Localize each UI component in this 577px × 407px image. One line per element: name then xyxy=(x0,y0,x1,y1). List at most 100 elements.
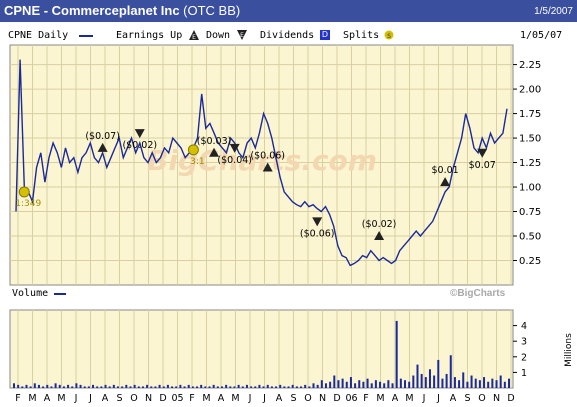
price-tick-label: 1.75 xyxy=(519,109,541,120)
title-date: 1/5/2007 xyxy=(534,6,573,17)
earnings-label: ($0.04) xyxy=(217,155,252,166)
volume-bar xyxy=(308,386,311,388)
x-tick-label: S xyxy=(290,393,296,404)
volume-y-axis: 1 2 3 4 xyxy=(513,321,527,379)
x-axis: F M A M J J A S O N D 05 F M A M J J A S O N D 06 F M A M J J A S O N D xyxy=(15,393,514,404)
price-tick-label: 1.00 xyxy=(519,183,541,194)
volume-bar xyxy=(50,386,53,388)
millions-label: Millions xyxy=(564,333,574,367)
earnings-down-marker xyxy=(312,217,323,227)
volume-bar xyxy=(362,381,365,388)
volume-bar xyxy=(233,386,236,388)
volume-bar xyxy=(216,386,219,388)
volume-bar xyxy=(62,386,65,388)
x-tick-label: O xyxy=(304,393,311,404)
volume-bar xyxy=(499,375,502,388)
x-tick-label: J xyxy=(436,393,440,404)
volume-line-swatch xyxy=(54,293,66,295)
price-plot-area xyxy=(9,44,514,286)
volume-bar xyxy=(391,383,394,388)
volume-bar xyxy=(333,375,336,388)
x-tick-label: J xyxy=(422,393,426,404)
x-tick-label: O xyxy=(130,393,137,404)
volume-bar xyxy=(462,372,465,388)
x-tick-label: D xyxy=(507,393,514,404)
volume-bar xyxy=(196,386,199,388)
volume-bar xyxy=(166,384,169,388)
volume-bar xyxy=(116,386,119,388)
earnings-up-marker xyxy=(374,231,385,241)
volume-bar xyxy=(279,384,282,388)
volume-bar xyxy=(133,384,136,388)
splits-icon: S xyxy=(384,30,394,40)
volume-bar xyxy=(54,383,57,388)
x-tick-label: F xyxy=(363,393,368,404)
volume-bar xyxy=(495,380,498,388)
x-tick-label: A xyxy=(450,393,457,404)
volume-bar xyxy=(191,386,194,388)
volume-bar xyxy=(262,386,265,388)
price-tick-label: 0.50 xyxy=(519,232,541,243)
volume-bar xyxy=(503,381,506,388)
ticker-name: CPNE - Commerceplanet Inc xyxy=(4,3,180,18)
earnings-up-marker xyxy=(209,147,220,157)
volume-bar xyxy=(129,386,132,388)
volume-bar xyxy=(366,378,369,388)
volume-bar xyxy=(474,378,477,388)
x-tick-label: M xyxy=(405,393,413,404)
volume-bar xyxy=(37,384,40,388)
earnings-label: ($0.02) xyxy=(362,219,397,230)
volume-bar xyxy=(424,377,427,388)
x-tick-label: J xyxy=(74,393,78,404)
price-y-axis: 0.25 0.50 0.75 1.00 1.25 1.50 1.75 2.00 2.25 xyxy=(513,60,541,267)
volume-bar xyxy=(33,383,36,388)
volume-bar xyxy=(420,373,423,388)
volume-bar xyxy=(404,380,407,388)
event-markers: 1:349($0.07)($0.02)3:1($0.03)($0.04)($0.… xyxy=(15,129,496,241)
earnings-down-marker xyxy=(134,129,145,139)
volume-bar xyxy=(437,359,440,388)
volume-bar xyxy=(354,383,357,388)
volume-bar xyxy=(416,364,419,388)
earnings-down-marker xyxy=(229,143,240,153)
volume-bar xyxy=(58,384,61,388)
volume-bar xyxy=(104,384,107,388)
volume-bar xyxy=(125,384,128,388)
volume-bar xyxy=(379,381,382,388)
x-tick-label: 05 xyxy=(171,393,183,404)
volume-tick-label: 1 xyxy=(521,368,527,379)
volume-bar xyxy=(183,386,186,388)
volume-bar xyxy=(449,355,452,388)
volume-bar xyxy=(245,384,248,388)
earnings-label: ($0.06) xyxy=(250,150,285,161)
volume-bar xyxy=(408,381,411,388)
price-tick-label: 2.25 xyxy=(519,60,541,71)
volume-bar xyxy=(487,381,490,388)
earnings-down-icon: E xyxy=(237,30,247,40)
volume-bar xyxy=(341,378,344,388)
earnings-up-marker xyxy=(440,177,451,187)
volume-bar xyxy=(13,383,15,388)
x-tick-label: F xyxy=(15,393,20,404)
volume-bar xyxy=(42,386,45,388)
volume-bar xyxy=(433,375,436,388)
volume-bar xyxy=(225,384,228,388)
earnings-label: ($0.03) xyxy=(197,136,232,147)
x-tick-label: M xyxy=(28,393,36,404)
splits-label: Splits xyxy=(343,30,380,41)
volume-bar xyxy=(270,386,273,388)
volume-tick-label: 3 xyxy=(521,337,527,348)
volume-bar xyxy=(200,384,203,388)
volume-bar xyxy=(21,386,24,388)
volume-bar xyxy=(79,384,82,388)
series-label: CPNE Daily xyxy=(8,30,69,41)
volume-bar xyxy=(254,386,257,388)
volume-bar xyxy=(154,386,157,388)
svg-text:E: E xyxy=(240,32,244,39)
dividends-icon: D xyxy=(320,30,330,40)
earnings-label: ($0.02) xyxy=(122,140,157,151)
volume-bar xyxy=(229,386,232,388)
x-tick-label: S xyxy=(116,393,122,404)
volume-bar xyxy=(412,375,415,388)
